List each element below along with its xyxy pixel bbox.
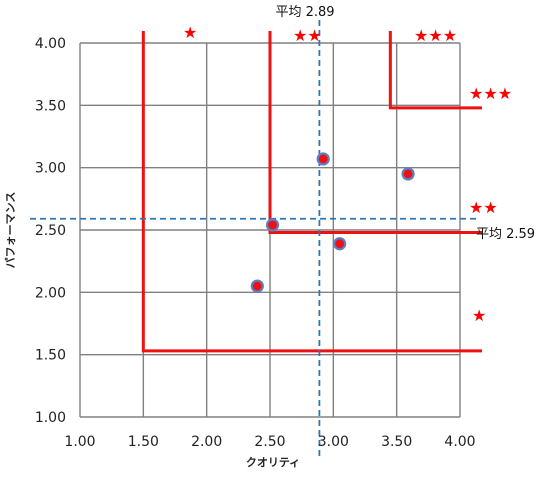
average-lines xyxy=(30,20,478,458)
x-tick-label: 1.50 xyxy=(128,434,159,450)
y-tick-label: 1.00 xyxy=(35,410,66,426)
data-point xyxy=(401,167,415,181)
rating-regions xyxy=(141,31,482,353)
y-tick-label: 4.00 xyxy=(35,36,66,52)
average-x-label: 平均 2.89 xyxy=(275,5,334,20)
data-point xyxy=(316,152,330,166)
two-star-region-boundary xyxy=(268,31,482,234)
x-tick-label: 2.00 xyxy=(191,434,222,450)
data-point xyxy=(250,279,264,293)
y-tick-label: 2.00 xyxy=(35,285,66,301)
tick-labels: 1.00 1.50 2.00 2.50 3.00 3.50 4.00 1.00 1.50 2.00… xyxy=(35,36,476,450)
three-star-label-right: ★★★ xyxy=(469,84,512,103)
x-axis-title: クオリティ xyxy=(246,456,300,469)
one-star-label-right: ★ xyxy=(472,306,486,325)
data-point xyxy=(333,237,347,251)
average-y-label: 平均 2.59 xyxy=(476,227,535,242)
data-point xyxy=(265,218,280,232)
data-points xyxy=(250,152,415,293)
x-tick-label: 4.00 xyxy=(444,434,475,450)
y-axis-title: パフォーマンス xyxy=(4,192,17,269)
three-star-region-boundary xyxy=(388,31,482,110)
y-tick-label: 2.50 xyxy=(35,223,66,239)
x-tick-label: 3.00 xyxy=(318,434,349,450)
y-tick-label: 3.00 xyxy=(35,161,66,177)
one-star-label-top: ★ xyxy=(183,23,197,42)
x-tick-label: 3.50 xyxy=(381,434,412,450)
two-star-label-top: ★★ xyxy=(293,26,322,45)
x-tick-label: 1.00 xyxy=(64,434,95,450)
x-tick-label: 2.50 xyxy=(254,434,285,450)
y-tick-label: 1.50 xyxy=(35,348,66,364)
three-star-label-top: ★★★ xyxy=(414,26,457,45)
one-star-region-boundary xyxy=(141,31,482,353)
two-star-label-right: ★★ xyxy=(469,198,498,217)
y-tick-label: 3.50 xyxy=(35,98,66,114)
